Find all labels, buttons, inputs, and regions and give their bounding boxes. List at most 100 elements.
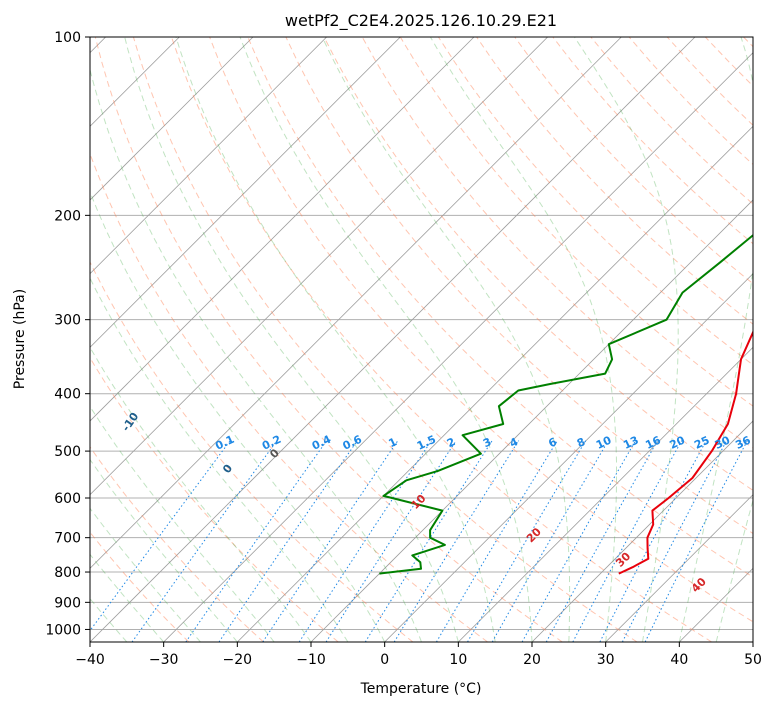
x-tick-label: −30 xyxy=(149,652,179,668)
moist-adiabat-line xyxy=(90,190,386,642)
y-tick-label: 100 xyxy=(54,30,81,46)
mixing-ratio-label: 20 xyxy=(668,433,688,451)
mixing-ratio-line xyxy=(521,440,637,642)
plot-area: -100-90-80-70-60-50-40-30-20-10001020304… xyxy=(90,37,753,642)
mixing-ratio-line xyxy=(90,440,231,632)
y-tick-label: 1000 xyxy=(45,622,81,638)
mixing-ratio-line xyxy=(545,440,659,642)
isotherm-line xyxy=(237,125,753,642)
dry-adiabat-line xyxy=(514,37,753,285)
x-tick-label: 40 xyxy=(670,652,688,668)
mixing-ratio-line xyxy=(467,440,587,642)
moist-adiabat-line xyxy=(175,37,496,642)
moist-adiabat-line xyxy=(90,597,128,642)
chart-title: wetPf2_C2E4.2025.126.10.29.E21 xyxy=(285,11,557,31)
mixing-ratio-line xyxy=(572,440,683,642)
mixing-ratio-line xyxy=(262,440,399,642)
dry-adiabat-line xyxy=(132,37,638,642)
isotherm-line xyxy=(90,37,401,348)
mixing-ratio-line xyxy=(491,440,609,642)
moist-adiabat-line xyxy=(90,553,165,642)
moist-adiabat-line xyxy=(124,37,459,642)
dry-adiabat-line xyxy=(247,37,753,578)
y-tick-label: 400 xyxy=(54,387,81,403)
x-tick-label: 30 xyxy=(597,652,615,668)
isotherm-line xyxy=(384,273,753,642)
mixing-ratio-line xyxy=(325,440,457,642)
dry-adiabat-line xyxy=(323,37,753,491)
mixing-ratio-label: 13 xyxy=(621,434,640,452)
plot-frame xyxy=(89,36,754,643)
moist-adiabat-line xyxy=(90,405,275,642)
y-axis-label: Pressure (hPa) xyxy=(12,289,28,389)
dry-adiabat-line xyxy=(209,37,753,623)
mixing-ratio-line xyxy=(185,440,328,642)
dry-adiabat-line xyxy=(90,260,414,642)
moist-adiabat-line xyxy=(90,346,312,642)
y-tick-label: 200 xyxy=(54,208,81,224)
mixing-ratio-label: 25 xyxy=(692,434,711,452)
mixing-ratio-line xyxy=(298,440,432,642)
x-tick-label: 0 xyxy=(380,652,389,668)
dry-adiabat-line xyxy=(90,356,339,642)
mixing-ratio-line xyxy=(131,440,278,642)
x-tick-label: −20 xyxy=(223,652,253,668)
moist-adiabat-line xyxy=(678,37,753,642)
moist-adiabat-line xyxy=(239,37,533,642)
profile-series xyxy=(379,233,753,575)
y-tick-label: 800 xyxy=(54,565,81,581)
moist-adiabat-line xyxy=(573,37,679,642)
mixing-ratio-line xyxy=(393,440,520,642)
isotherm-line xyxy=(531,420,753,642)
dry-adiabat-line xyxy=(171,37,712,642)
skewed-isotherms xyxy=(90,37,753,642)
moist-adiabats xyxy=(90,37,753,642)
isotherm-line xyxy=(90,37,622,569)
mixing-ratio-label: 16 xyxy=(643,433,663,451)
moist-adiabat-line xyxy=(90,458,238,642)
y-tick-label: 700 xyxy=(54,531,81,547)
x-tick-label: 10 xyxy=(449,652,467,668)
x-axis: −40 −30 −20 −10 0 10 20 30 40 50 xyxy=(75,642,762,668)
isotherm-line xyxy=(90,37,696,642)
dry-adiabat-line xyxy=(476,37,753,325)
x-tick-label: 20 xyxy=(523,652,541,668)
moist-adiabat-line xyxy=(429,37,617,642)
mixing-ratio-line xyxy=(364,440,493,642)
x-axis-label: Temperature (°C) xyxy=(360,681,482,697)
moist-adiabat-line xyxy=(90,507,201,642)
y-tick-label: 900 xyxy=(54,595,81,611)
y-axis: 1000 900 800 700 600 500 400 300 200 100 xyxy=(45,30,90,638)
dry-adiabat-line xyxy=(285,37,753,535)
y-tick-label: 500 xyxy=(54,444,81,460)
isotherm-line xyxy=(605,494,753,642)
x-tick-label: −10 xyxy=(296,652,326,668)
mixing-ratio-lines xyxy=(90,440,748,642)
moist-adiabat-line xyxy=(321,37,571,642)
moist-adiabat-line xyxy=(90,67,422,642)
mixing-ratio-label: 30 xyxy=(713,433,733,451)
isotherm-line xyxy=(163,52,753,642)
mixing-ratio-line xyxy=(644,440,748,642)
isotherm-line xyxy=(90,37,475,422)
isotherm-line xyxy=(458,346,753,642)
isotherm-line xyxy=(90,37,254,201)
isotherm-line xyxy=(90,37,327,275)
isotherm-line xyxy=(90,37,548,496)
isotherm-line xyxy=(310,199,753,642)
x-tick-label: −40 xyxy=(75,652,105,668)
dry-adiabat-line xyxy=(90,446,264,642)
pressure-gridlines xyxy=(90,37,753,630)
moist-adiabat-line xyxy=(90,276,349,642)
y-tick-label: 300 xyxy=(54,313,81,329)
mixing-ratio-label: 10 xyxy=(594,433,614,451)
dry-adiabat-line xyxy=(94,37,563,642)
mixing-ratio-label: 36 xyxy=(733,433,753,451)
y-tick-label: 600 xyxy=(54,491,81,507)
mixing-ratio-line xyxy=(435,440,558,642)
dry-adiabats xyxy=(90,37,753,642)
temperature-profile-line xyxy=(618,329,753,575)
dewpoint-profile-line xyxy=(379,233,753,575)
